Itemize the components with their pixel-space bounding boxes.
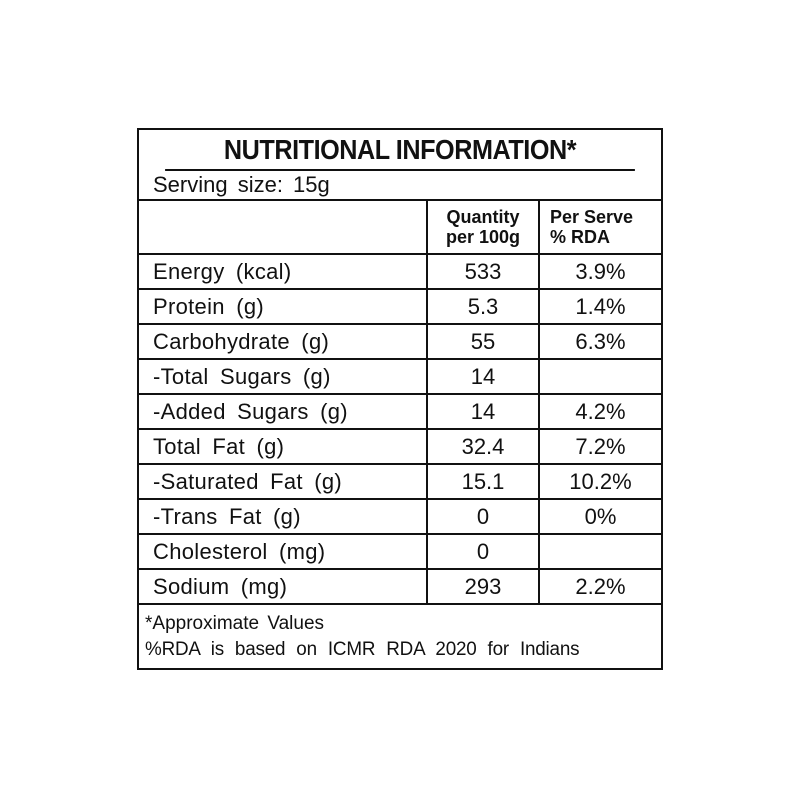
rda-cell	[539, 534, 661, 570]
quantity-cell: 0	[427, 534, 540, 570]
rda-cell: 10.2%	[539, 464, 661, 500]
quantity-column-header: Quantity per 100g	[427, 201, 540, 255]
rda-cell: 6.3%	[539, 324, 661, 360]
rda-column-header: Per Serve % RDA	[539, 201, 661, 255]
quantity-cell: 55	[427, 324, 540, 360]
rda-cell: 7.2%	[539, 429, 661, 465]
table-row: Sodium (mg) 293 2.2%	[139, 569, 661, 605]
quantity-cell: 293	[427, 569, 540, 605]
table-row: -Total Sugars (g) 14	[139, 359, 661, 395]
nutrient-name-cell: Total Fat (g)	[139, 429, 428, 465]
nutrient-name-cell: Cholesterol (mg)	[139, 534, 428, 570]
quantity-header-line1: Quantity	[446, 207, 520, 227]
footnote-rda-basis: %RDA is based on ICMR RDA 2020 for India…	[145, 639, 580, 660]
nutrient-name-cell: Sodium (mg)	[139, 569, 428, 605]
rda-cell: 4.2%	[539, 394, 661, 430]
nutrient-name-cell: Protein (g)	[139, 289, 428, 325]
quantity-cell: 533	[427, 254, 540, 290]
table-row: Total Fat (g) 32.4 7.2%	[139, 429, 661, 465]
quantity-cell: 5.3	[427, 289, 540, 325]
table-row: Cholesterol (mg) 0	[139, 534, 661, 570]
quantity-cell: 14	[427, 394, 540, 430]
quantity-cell: 32.4	[427, 429, 540, 465]
serving-size: Serving size: 15g	[139, 171, 661, 201]
quantity-cell: 15.1	[427, 464, 540, 500]
nutrient-column-header	[139, 201, 428, 255]
rda-cell: 2.2%	[539, 569, 661, 605]
table-row: Energy (kcal) 533 3.9%	[139, 254, 661, 290]
footnotes: *Approximate Values %RDA is based on ICM…	[139, 605, 661, 663]
table-row: -Saturated Fat (g) 15.1 10.2%	[139, 464, 661, 500]
panel-title: NUTRITIONAL INFORMATION*	[165, 130, 635, 171]
nutrient-name-cell: Carbohydrate (g)	[139, 324, 428, 360]
quantity-cell: 0	[427, 499, 540, 535]
quantity-cell: 14	[427, 359, 540, 395]
nutrition-facts-panel: NUTRITIONAL INFORMATION* Serving size: 1…	[137, 128, 663, 670]
nutrition-table: Quantity per 100g Per Serve % RDA Energy…	[139, 201, 661, 605]
table-row: Protein (g) 5.3 1.4%	[139, 289, 661, 325]
table-row: -Trans Fat (g) 0 0%	[139, 499, 661, 535]
rda-cell: 0%	[539, 499, 661, 535]
rda-header-line1: Per Serve	[550, 207, 634, 227]
table-row: Carbohydrate (g) 55 6.3%	[139, 324, 661, 360]
nutrient-name-cell: -Total Sugars (g)	[139, 359, 428, 395]
rda-cell: 1.4%	[539, 289, 661, 325]
rda-header-line2: % RDA	[550, 227, 611, 247]
nutrient-name-cell: -Added Sugars (g)	[139, 394, 428, 430]
quantity-header-line2: per 100g	[445, 227, 521, 247]
rda-cell	[539, 359, 661, 395]
table-row: -Added Sugars (g) 14 4.2%	[139, 394, 661, 430]
table-header-row: Quantity per 100g Per Serve % RDA	[139, 201, 661, 255]
rda-cell: 3.9%	[539, 254, 661, 290]
nutrient-name-cell: -Saturated Fat (g)	[139, 464, 428, 500]
nutrient-name-cell: Energy (kcal)	[139, 254, 428, 290]
nutrient-name-cell: -Trans Fat (g)	[139, 499, 428, 535]
footnote-approximate: *Approximate Values	[145, 613, 325, 634]
